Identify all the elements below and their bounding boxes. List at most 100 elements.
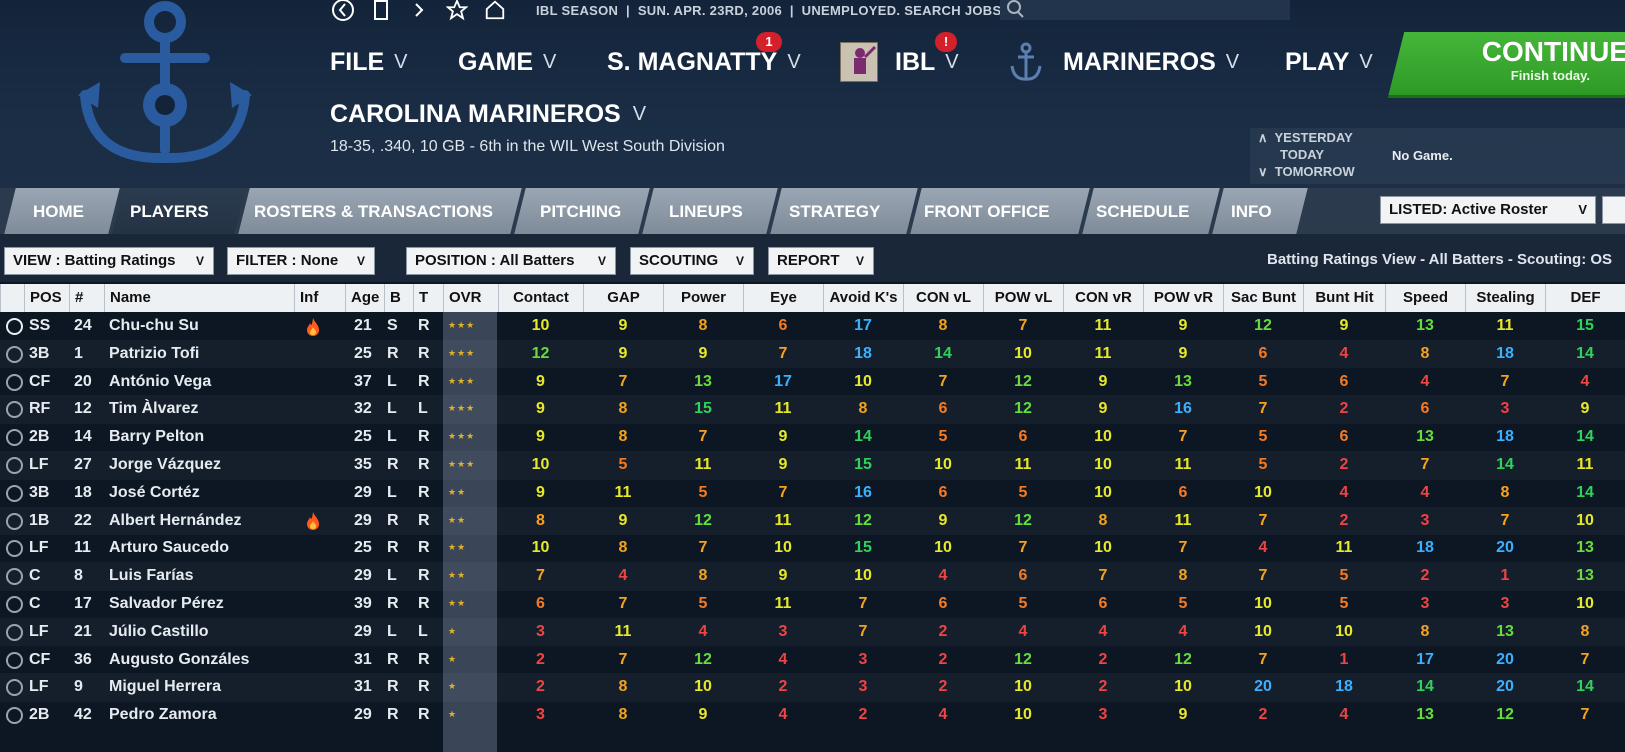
- row-select-radio[interactable]: [6, 429, 23, 447]
- menu-team[interactable]: MARINEROS V: [1063, 48, 1240, 76]
- player-name[interactable]: António Vega: [109, 372, 212, 390]
- menu-play[interactable]: PLAY V: [1285, 48, 1373, 76]
- page-icon[interactable]: [366, 0, 396, 21]
- column-header[interactable]: Bunt Hit: [1303, 284, 1385, 312]
- row-select-radio[interactable]: [6, 651, 23, 669]
- player-name[interactable]: Patrizio Tofi: [109, 344, 200, 362]
- row-select-radio[interactable]: [6, 540, 23, 558]
- table-row[interactable]: CF 20 António Vega 37 L R ★★★ 9 7 13 17 10 7 12 9 13 5 6 4…: [0, 368, 1625, 397]
- team-name-dropdown[interactable]: CAROLINA MARINEROS V: [330, 100, 647, 128]
- column-header[interactable]: POW vL: [983, 284, 1063, 312]
- table-row[interactable]: CF 36 Augusto Gonzáles 31 R R ★ 2 7 12 4 3 2 12 2 12 7 1 1…: [0, 646, 1625, 675]
- view-dropdown[interactable]: VIEW : Batting Ratings V: [4, 247, 214, 275]
- listed-dropdown[interactable]: LISTED: Active Roster V: [1380, 196, 1596, 224]
- table-row[interactable]: 2B 42 Pedro Zamora 29 R R ★ 3 8 9 4 2 4 10 3 9 2 4 13 12 7: [0, 701, 1625, 730]
- column-header[interactable]: Sac Bunt: [1223, 284, 1303, 312]
- column-header[interactable]: Contact: [498, 284, 583, 312]
- table-row[interactable]: SS 24 Chu-chu Su 21 S R ★★★ 10 9 8 6 17 8 7 11 9 12 9 13 11…: [0, 312, 1625, 341]
- player-name[interactable]: Albert Hernández: [109, 511, 242, 529]
- menu-game[interactable]: GAME V: [458, 48, 557, 76]
- column-header[interactable]: POS: [24, 284, 69, 312]
- table-row[interactable]: C 8 Luis Farías 29 L R ★★ 7 4 8 9 10 4 6 7 8 7 5 2 1 13: [0, 562, 1625, 591]
- table-row[interactable]: LF 11 Arturo Saucedo 25 R R ★★ 10 8 7 10 15 10 7 10 7 4 1…: [0, 534, 1625, 563]
- row-select-radio[interactable]: [6, 318, 23, 335]
- row-select-radio[interactable]: [6, 373, 23, 391]
- player-name[interactable]: Luis Farías: [109, 567, 194, 585]
- column-header[interactable]: T: [413, 284, 443, 312]
- column-header[interactable]: Age: [345, 284, 384, 312]
- player-name[interactable]: Miguel Herrera: [109, 678, 222, 696]
- row-select-radio[interactable]: [6, 457, 23, 474]
- table-row[interactable]: 3B 18 José Cortéz 29 L R ★★ 9 11 5 7 16 6 5 10 6 10 4 4 8 14: [0, 479, 1625, 508]
- player-name[interactable]: Tim Àlvarez: [109, 400, 199, 418]
- rating-value: 9: [536, 372, 545, 390]
- row-select-radio[interactable]: [6, 512, 23, 530]
- player-name[interactable]: Chu-chu Su: [109, 317, 199, 334]
- menu-file[interactable]: FILE V: [330, 48, 408, 76]
- column-header[interactable]: Power: [663, 284, 743, 312]
- column-header[interactable]: B: [384, 284, 413, 312]
- position-dropdown[interactable]: POSITION : All Batters V: [406, 247, 616, 275]
- player-name[interactable]: Pedro Zamora: [109, 706, 217, 724]
- view-description: Batting Ratings View - All Batters - Sco…: [1267, 251, 1613, 268]
- table-row[interactable]: RF 12 Tim Àlvarez 32 L L ★★★ 9 8 15 11 8 6 12 9 16 7 2 6 3 9: [0, 395, 1625, 424]
- column-header[interactable]: POW vR: [1143, 284, 1223, 312]
- today-label: TODAY: [1280, 147, 1325, 162]
- column-header[interactable]: #: [69, 284, 104, 312]
- report-dropdown[interactable]: REPORT V: [768, 247, 874, 275]
- row-select-radio[interactable]: [6, 345, 23, 363]
- column-header[interactable]: GAP: [583, 284, 663, 312]
- row-select-radio[interactable]: [6, 679, 23, 697]
- row-select-radio[interactable]: [6, 623, 23, 641]
- table-row[interactable]: LF 21 Júlio Castillo 29 L L ★ 3 11 4 3 7 2 4 4 4 10 10 8 13…: [0, 618, 1625, 647]
- row-select-radio[interactable]: [6, 707, 23, 725]
- menu-league[interactable]: IBL V: [895, 48, 959, 76]
- column-header[interactable]: Name: [104, 284, 294, 312]
- table-row[interactable]: LF 27 Jorge Vázquez 35 R R ★★★ 10 5 11 9 15 10 11 10 11…: [0, 451, 1625, 480]
- age: 31: [354, 678, 372, 696]
- column-header[interactable]: Eye: [743, 284, 823, 312]
- player-name[interactable]: José Cortéz: [109, 483, 200, 501]
- forward-icon[interactable]: [404, 0, 434, 21]
- row-select-radio[interactable]: [6, 596, 23, 613]
- player-name[interactable]: Barry Pelton: [109, 428, 205, 446]
- table-row[interactable]: LF 9 Miguel Herrera 31 R R ★ 2 8 10 2 3 2 10 2 10 20 18 14…: [0, 673, 1625, 702]
- scouting-dropdown[interactable]: SCOUTING V: [630, 247, 754, 275]
- menu-manager[interactable]: S. MAGNATTY V: [607, 48, 801, 76]
- table-row[interactable]: 2B 14 Barry Pelton 25 L R ★★★ 9 8 7 9 14 5 6 10 7 5 6 13 18…: [0, 423, 1625, 452]
- player-name[interactable]: Júlio Castillo: [109, 622, 209, 640]
- age: 21: [354, 317, 372, 334]
- rating-value: 9: [938, 511, 948, 529]
- tomorrow-button[interactable]: ∨ TOMORROW: [1258, 164, 1355, 179]
- player-name[interactable]: Jorge Vázquez: [109, 456, 222, 473]
- yesterday-button[interactable]: ∧ YESTERDAY: [1258, 130, 1353, 145]
- column-header[interactable]: DEF: [1545, 284, 1625, 312]
- search-bar[interactable]: [1000, 0, 1290, 20]
- rating-value: 4: [1339, 483, 1349, 501]
- table-row[interactable]: C 17 Salvador Pérez 39 R R ★★ 6 7 5 11 7 6 5 6 5 10 5 3 3 10: [0, 590, 1625, 619]
- filter-dropdown[interactable]: FILTER : None V: [227, 247, 375, 275]
- column-header[interactable]: OVR: [443, 284, 498, 312]
- rating-value: 5: [1339, 567, 1349, 585]
- home-icon[interactable]: [480, 0, 510, 21]
- back-icon[interactable]: [328, 0, 358, 21]
- column-header[interactable]: CON vR: [1063, 284, 1143, 312]
- row-select-radio[interactable]: [6, 568, 23, 586]
- star-icon[interactable]: [442, 0, 472, 21]
- column-header[interactable]: Avoid K's: [823, 284, 903, 312]
- table-row[interactable]: 1B 22 Albert Hernández 29 R R ★★ 8 9 12 11 12 9 12 8 11…: [0, 507, 1625, 536]
- rating-value: 7: [1098, 567, 1108, 585]
- rating-value: 4: [1178, 622, 1188, 640]
- column-header[interactable]: Speed: [1385, 284, 1465, 312]
- column-header[interactable]: Inf: [294, 284, 345, 312]
- table-row[interactable]: 3B 1 Patrizio Tofi 25 R R ★★★ 12 9 9 7 18 14 10 11 9 6 4 8…: [0, 340, 1625, 369]
- row-select-radio[interactable]: [6, 401, 23, 419]
- secondary-dropdown[interactable]: [1602, 196, 1625, 224]
- column-header[interactable]: Stealing: [1465, 284, 1545, 312]
- row-select-radio[interactable]: [6, 484, 23, 502]
- continue-button-label[interactable]: CONTINUE Finish today.: [1418, 36, 1625, 83]
- player-name[interactable]: Arturo Saucedo: [109, 539, 230, 557]
- player-name[interactable]: Salvador Pérez: [109, 595, 224, 612]
- column-header[interactable]: CON vL: [903, 284, 983, 312]
- player-name[interactable]: Augusto Gonzáles: [109, 650, 250, 668]
